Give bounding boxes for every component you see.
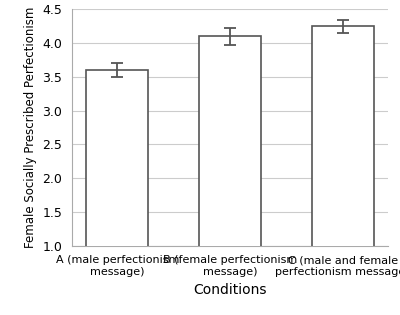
- Bar: [86, 70, 148, 313]
- Y-axis label: Female Socially Prescribed Perfectionism: Female Socially Prescribed Perfectionism: [24, 7, 37, 248]
- Bar: [312, 26, 374, 313]
- Bar: [199, 37, 261, 313]
- X-axis label: Conditions: Conditions: [193, 283, 267, 297]
